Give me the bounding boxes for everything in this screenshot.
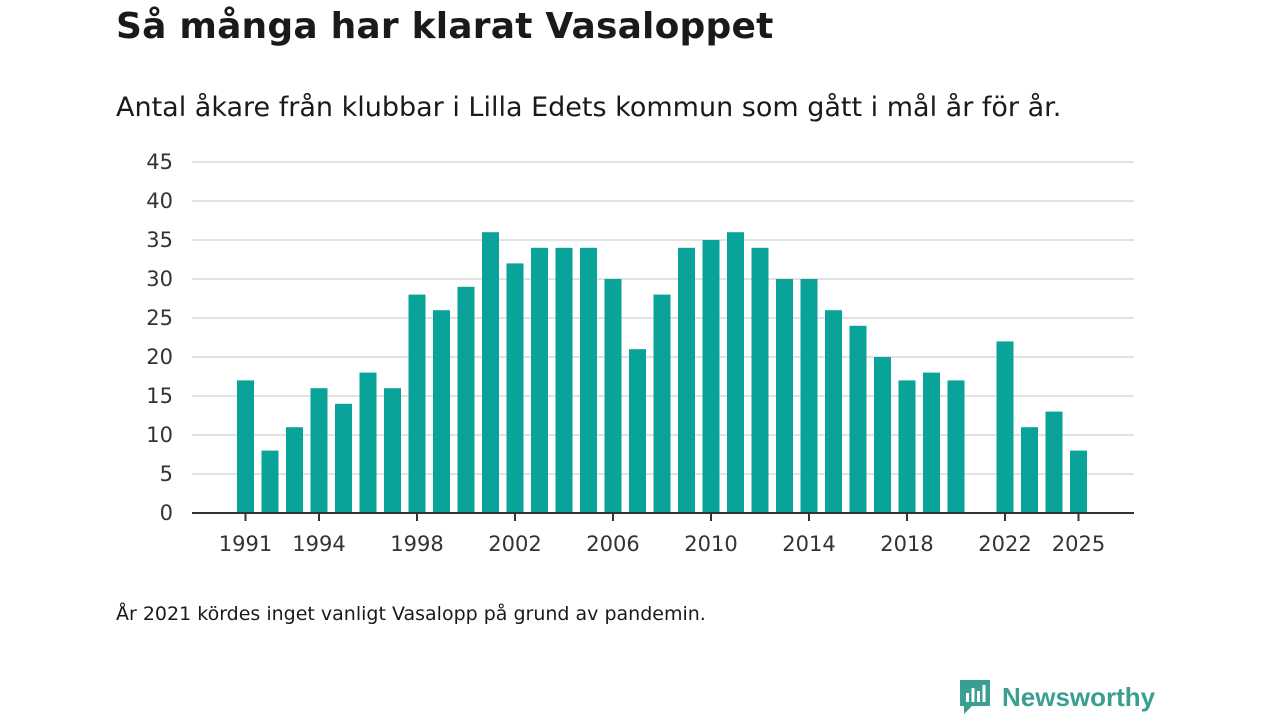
x-tick-label: 1994 <box>292 532 345 556</box>
x-tick-label: 1998 <box>390 532 443 556</box>
chart-title: Så många har klarat Vasaloppet <box>116 6 774 47</box>
x-tick-label: 2025 <box>1052 532 1105 556</box>
bar-1991 <box>237 380 254 513</box>
bar-2019 <box>923 372 940 513</box>
bar-2004 <box>555 247 573 514</box>
bar-2013 <box>776 279 793 513</box>
bar-2017 <box>874 357 891 513</box>
brand-name: Newsworthy <box>1002 681 1156 712</box>
x-tick-label: 2002 <box>488 532 541 556</box>
bar-1993 <box>286 427 303 513</box>
bar-1999 <box>433 310 450 513</box>
x-tick-label: 1991 <box>219 532 272 556</box>
footnote: År 2021 kördes inget vanligt Vasalopp på… <box>116 603 706 625</box>
bar-1996 <box>359 372 377 513</box>
y-tick-label: 5 <box>160 462 173 486</box>
y-tick-label: 20 <box>146 345 173 369</box>
bar-2006 <box>604 279 622 513</box>
bar-2002 <box>506 263 524 513</box>
bar-1998 <box>408 294 426 513</box>
bar-2003 <box>531 247 548 514</box>
y-tick-label: 30 <box>146 267 173 291</box>
bar-1995 <box>335 403 352 513</box>
bar-2015 <box>825 310 842 513</box>
chart-subtitle: Antal åkare från klubbar i Lilla Edets k… <box>116 92 1062 123</box>
bar-2009 <box>678 247 695 514</box>
x-tick-label: 2010 <box>684 532 737 556</box>
bar-2014 <box>800 279 818 513</box>
bar-2022 <box>996 341 1014 513</box>
y-tick-label: 40 <box>146 189 173 213</box>
x-tick-label: 2006 <box>586 532 639 556</box>
y-tick-label: 45 <box>146 150 173 174</box>
bar-2008 <box>653 294 671 513</box>
y-tick-label: 10 <box>146 423 173 447</box>
brand-logo: Newsworthy <box>958 678 1155 716</box>
x-tick-label: 2022 <box>978 532 1031 556</box>
bar-1994 <box>310 388 328 513</box>
bar-2018 <box>898 380 916 513</box>
bar-layer <box>237 232 1087 514</box>
newsworthy-logo-icon <box>960 680 990 714</box>
bar-2016 <box>849 325 867 513</box>
x-tick-label: 2014 <box>782 532 835 556</box>
bar-2005 <box>580 247 597 514</box>
bar-2020 <box>947 380 965 513</box>
bar-2000 <box>457 286 475 513</box>
bar-2010 <box>702 240 720 513</box>
bar-2007 <box>629 349 646 513</box>
bar-2025 <box>1070 450 1087 513</box>
bar-1997 <box>384 388 401 513</box>
y-tick-label: 35 <box>146 228 173 252</box>
y-tick-label: 0 <box>160 501 173 525</box>
y-tick-label: 25 <box>146 306 173 330</box>
bar-2024 <box>1045 411 1063 513</box>
bar-2011 <box>727 232 744 513</box>
y-tick-label: 15 <box>146 384 173 408</box>
bar-2012 <box>751 247 769 514</box>
bar-2001 <box>482 232 499 513</box>
x-tick-label: 2018 <box>880 532 933 556</box>
bar-2023 <box>1021 427 1038 513</box>
bar-1992 <box>261 450 279 513</box>
